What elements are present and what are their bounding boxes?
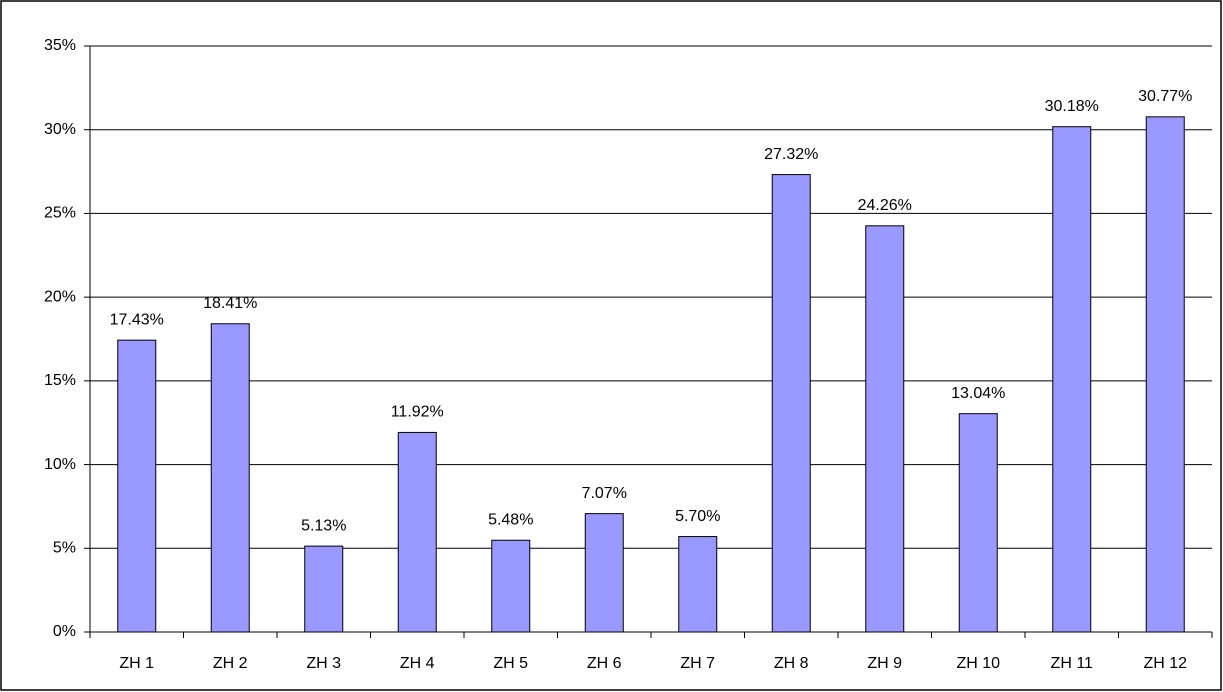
x-tick-label: ZH 9: [867, 655, 902, 672]
value-label: 11.92%: [391, 404, 444, 421]
bar: [771, 174, 811, 633]
value-label: 27.32%: [764, 146, 818, 163]
bar: [1145, 116, 1185, 633]
value-label: 5.70%: [675, 508, 720, 525]
bar: [117, 339, 157, 633]
bar: [304, 545, 344, 633]
value-label: 18.41%: [203, 295, 257, 312]
bar: [210, 323, 250, 633]
bar: [1052, 126, 1092, 633]
value-label: 7.07%: [582, 485, 627, 502]
value-label: 17.43%: [110, 311, 164, 328]
y-tick-label: 15%: [44, 372, 76, 389]
x-tick-label: ZH 10: [956, 655, 1000, 672]
x-tick-label: ZH 3: [306, 655, 341, 672]
x-tick-label: ZH 11: [1051, 655, 1093, 672]
bar: [865, 225, 905, 633]
bar: [678, 536, 718, 633]
x-tick-label: ZH 2: [213, 655, 248, 672]
x-tick-label: ZH 4: [400, 655, 435, 672]
y-tick-label: 30%: [44, 121, 76, 138]
x-tick-label: ZH 1: [119, 655, 154, 672]
y-tick-label: 0%: [53, 623, 76, 640]
bar: [491, 539, 531, 633]
bar: [584, 513, 624, 633]
bar: [397, 431, 437, 633]
bar: [958, 413, 998, 633]
value-label: 5.13%: [301, 517, 346, 534]
x-tick-label: ZH 7: [680, 655, 715, 672]
y-tick-label: 10%: [44, 456, 76, 473]
x-tick-label: ZH 12: [1143, 655, 1187, 672]
value-label: 5.48%: [488, 511, 533, 528]
x-tick-label: ZH 8: [774, 655, 809, 672]
value-label: 30.18%: [1045, 98, 1099, 115]
y-tick-label: 25%: [44, 205, 76, 222]
x-tick-label: ZH 5: [493, 655, 528, 672]
value-label: 30.77%: [1138, 88, 1192, 105]
x-tick-label: ZH 6: [587, 655, 622, 672]
value-label: 24.26%: [858, 197, 912, 214]
y-tick-label: 5%: [53, 540, 76, 557]
y-tick-label: 35%: [44, 37, 76, 54]
y-tick-label: 20%: [44, 288, 76, 305]
value-label: 13.04%: [951, 385, 1005, 402]
